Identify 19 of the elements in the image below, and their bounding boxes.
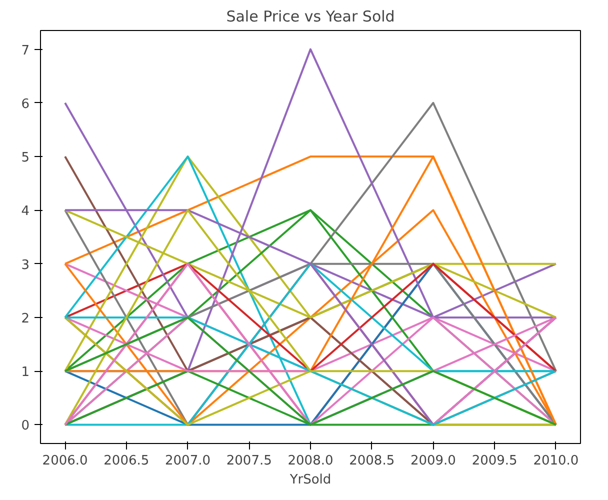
y-tick-label: 5 (21, 150, 30, 166)
y-tick-label: 2 (21, 311, 30, 326)
x-tick-label: 2008.5 (349, 454, 395, 468)
y-tick-label: 3 (21, 258, 30, 273)
y-tick-label: 6 (21, 96, 30, 112)
x-axis-title: YrSold (288, 472, 332, 488)
y-tick-label: 1 (21, 365, 30, 380)
x-tick-label: 2007.0 (165, 454, 211, 468)
x-tick-label: 2009.5 (472, 454, 518, 468)
y-tick-label: 7 (21, 43, 30, 58)
x-tick-label: 2009.0 (410, 454, 456, 468)
x-tick-label: 2006.5 (104, 454, 150, 468)
chart-title: Sale Price vs Year Sold (226, 8, 395, 26)
y-tick-label: 4 (21, 204, 30, 220)
x-tick-label: 2008.0 (288, 454, 334, 468)
y-tick-label: 0 (21, 418, 30, 434)
x-tick-label: 2006.0 (42, 454, 88, 468)
x-tick-label: 2010.0 (533, 454, 579, 468)
x-tick-label: 2007.5 (226, 454, 272, 468)
